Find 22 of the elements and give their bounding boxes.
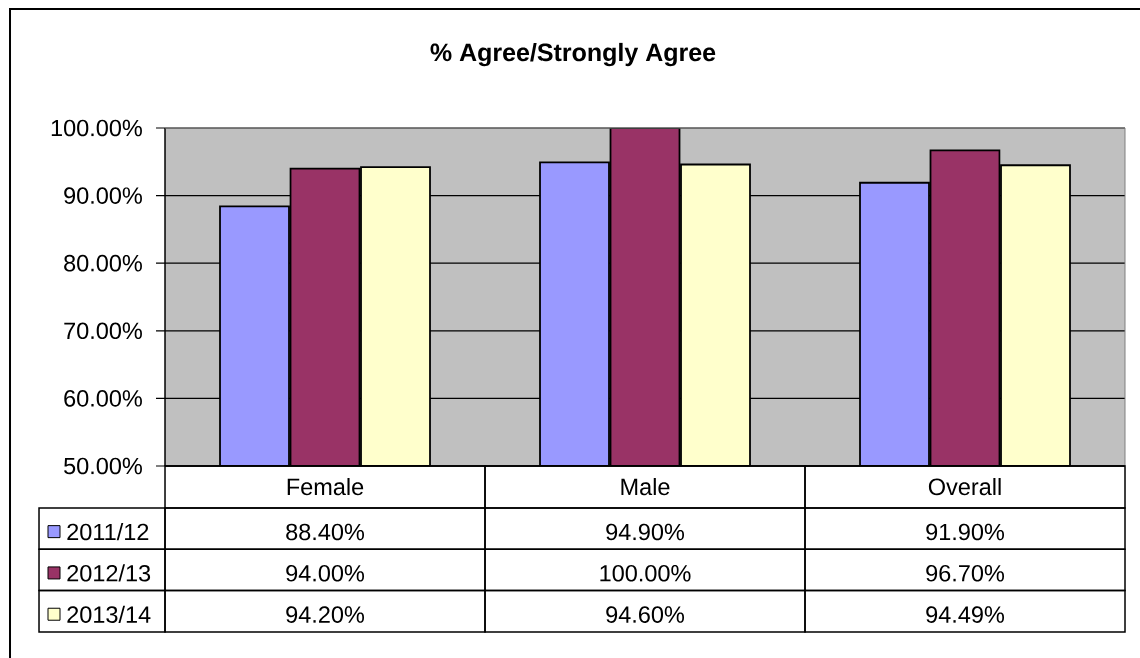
y-tick-label: 60.00% — [64, 390, 142, 407]
y-tick-label: 50.00% — [64, 457, 142, 475]
legend-label: 2013/14 — [67, 605, 151, 623]
data-label: 94.20% — [286, 606, 365, 623]
y-tick-label: 90.00% — [64, 187, 142, 204]
legend-label: 2012/13 — [67, 564, 151, 582]
data-label: 100.00% — [600, 564, 691, 582]
y-tick-label: 70.00% — [64, 322, 142, 340]
data-label: 91.90% — [926, 523, 1005, 541]
x-tick-label: Male — [621, 477, 670, 496]
x-tick-label: Female — [287, 477, 364, 496]
y-tick-label: 80.00% — [64, 254, 142, 272]
legend-label: 2011/12 — [67, 523, 149, 541]
data-label: 94.49% — [926, 606, 1005, 623]
chart-title: % Agree/Strongly Agree — [430, 42, 716, 67]
data-label: 94.90% — [606, 523, 685, 541]
data-label: 94.60% — [606, 606, 685, 623]
data-label: 88.40% — [286, 523, 365, 541]
data-label: 94.00% — [286, 564, 365, 582]
data-label: 96.70% — [926, 564, 1005, 582]
x-tick-label: Overall — [928, 477, 1001, 496]
y-tick-label: 100.00% — [51, 119, 142, 137]
